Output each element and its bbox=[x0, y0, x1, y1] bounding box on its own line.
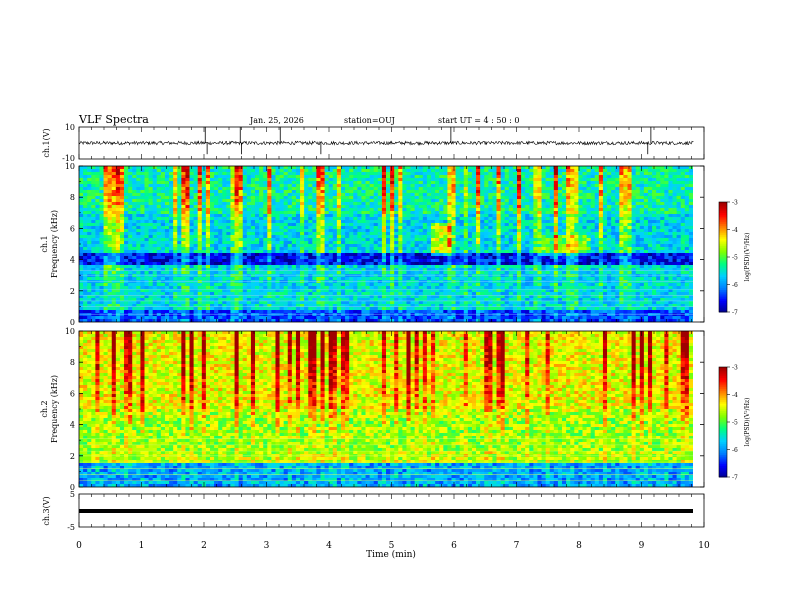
time-tick-label: 9 bbox=[639, 541, 645, 551]
ch2-spectrogram-ytick-label: 10 bbox=[65, 327, 75, 336]
ch2-spectrogram-plot bbox=[79, 331, 693, 487]
station-label: station=OUJ bbox=[344, 116, 395, 125]
ch2-spectrogram-ytick-label: 2 bbox=[70, 452, 75, 461]
ch1-spectrogram-ylabel-line2: Frequency (kHz) bbox=[50, 210, 59, 278]
ch1-colorbar-tick-label: -5 bbox=[732, 255, 738, 262]
ch2-spectrogram-ytick-label: 0 bbox=[70, 483, 75, 492]
time-tick-label: 7 bbox=[514, 541, 520, 551]
ch2-colorbar-tick-label: -3 bbox=[732, 365, 738, 372]
time-tick-label: 6 bbox=[451, 541, 457, 551]
ch2-colorbar-tick-label: -5 bbox=[732, 420, 738, 427]
ch2-spectrogram-yticks: 0 2 4 6 8 10 bbox=[65, 327, 704, 492]
ch2-colorbar-label: log(PSD)(V²/Hz) bbox=[744, 398, 751, 447]
figure-title: VLF Spectra bbox=[78, 113, 149, 126]
ch2-spectrogram-ylabel-line1: ch.2 bbox=[40, 400, 49, 417]
ch1-ytick-top: 10 bbox=[65, 123, 75, 132]
date-label: Jan. 25, 2026 bbox=[249, 116, 304, 125]
ch1-ylabel: ch.1(V) bbox=[42, 128, 51, 157]
ch1-waveform-line bbox=[78, 140, 694, 146]
time-axis-ticks bbox=[78, 127, 705, 527]
ch1-spikes bbox=[204, 127, 652, 155]
ch1-spectrogram-ytick-label: 2 bbox=[70, 287, 75, 296]
ch2-colorbar-tick-label: -6 bbox=[732, 447, 738, 454]
ch1-spectrogram-ytick-label: 4 bbox=[70, 256, 75, 265]
ch2-spectrogram-ytick-label: 4 bbox=[70, 421, 75, 430]
time-axis-labels: 0 1 2 3 4 5 6 7 8 9 10 bbox=[76, 541, 710, 551]
start-time-label: start UT = 4 : 50 : 0 bbox=[438, 116, 519, 125]
ch1-spectrogram-panel: 0 2 4 6 8 10 ch.1 Frequency (kHz) -3 -4 -5 -6 -7 l… bbox=[40, 162, 751, 327]
ch2-spectrogram-ytick-label: 6 bbox=[70, 389, 75, 398]
ch1-spectrogram-yticks: 0 2 4 6 8 10 bbox=[65, 162, 704, 327]
time-tick-label: 8 bbox=[576, 541, 582, 551]
ch1-colorbar-label: log(PSD)(V²/Hz) bbox=[744, 233, 751, 282]
time-tick-label: 3 bbox=[264, 541, 270, 551]
time-axis-title: Time (min) bbox=[366, 549, 416, 560]
ch1-ytick-bottom: -10 bbox=[62, 154, 75, 163]
ch1-colorbar-tick-label: -3 bbox=[732, 200, 738, 207]
ch1-spectrogram-ytick-label: 6 bbox=[70, 224, 75, 233]
ch1-spectrogram-ylabel-line1: ch.1 bbox=[40, 235, 49, 252]
ch2-colorbar-tick-label: -7 bbox=[732, 475, 738, 482]
time-tick-label: 1 bbox=[139, 541, 145, 551]
ch2-colorbar: -3 -4 -5 -6 -7 log(PSD)(V²/Hz) bbox=[718, 365, 751, 482]
time-tick-label: 2 bbox=[201, 541, 207, 551]
ch1-spectrogram-ytick-label: 0 bbox=[70, 318, 75, 327]
ch3-ytick-top: 5 bbox=[70, 490, 75, 499]
ch1-colorbar-tick-label: -4 bbox=[732, 227, 738, 234]
time-tick-label: 4 bbox=[326, 541, 332, 551]
ch1-spectrogram-ytick-label: 10 bbox=[65, 162, 75, 171]
time-tick-label: 5 bbox=[389, 541, 395, 551]
ch2-colorbar-tick-label: -4 bbox=[732, 392, 738, 399]
ch1-colorbar-tick-label: -6 bbox=[732, 282, 738, 289]
time-tick-label: 10 bbox=[698, 541, 710, 551]
ch1-colorbar: -3 -4 -5 -6 -7 log(PSD)(V²/Hz) bbox=[718, 200, 751, 317]
ch2-spectrogram-ylabel-line2: Frequency (kHz) bbox=[50, 375, 59, 443]
ch2-spectrogram-ytick-label: 8 bbox=[70, 358, 75, 367]
ch3-ytick-bottom: -5 bbox=[67, 523, 75, 532]
ch1-spectrogram-plot bbox=[79, 166, 693, 322]
ch3-ylabel: ch.3(V) bbox=[42, 496, 51, 525]
ch1-colorbar-tick-label: -7 bbox=[732, 310, 738, 317]
time-tick-label: 0 bbox=[76, 541, 82, 551]
ch2-spectrogram-panel: 0 2 4 6 8 10 ch.2 Frequency (kHz) -3 -4 -5 -6 -7 l… bbox=[40, 327, 751, 492]
ch1-spectrogram-ytick-label: 8 bbox=[70, 193, 75, 202]
